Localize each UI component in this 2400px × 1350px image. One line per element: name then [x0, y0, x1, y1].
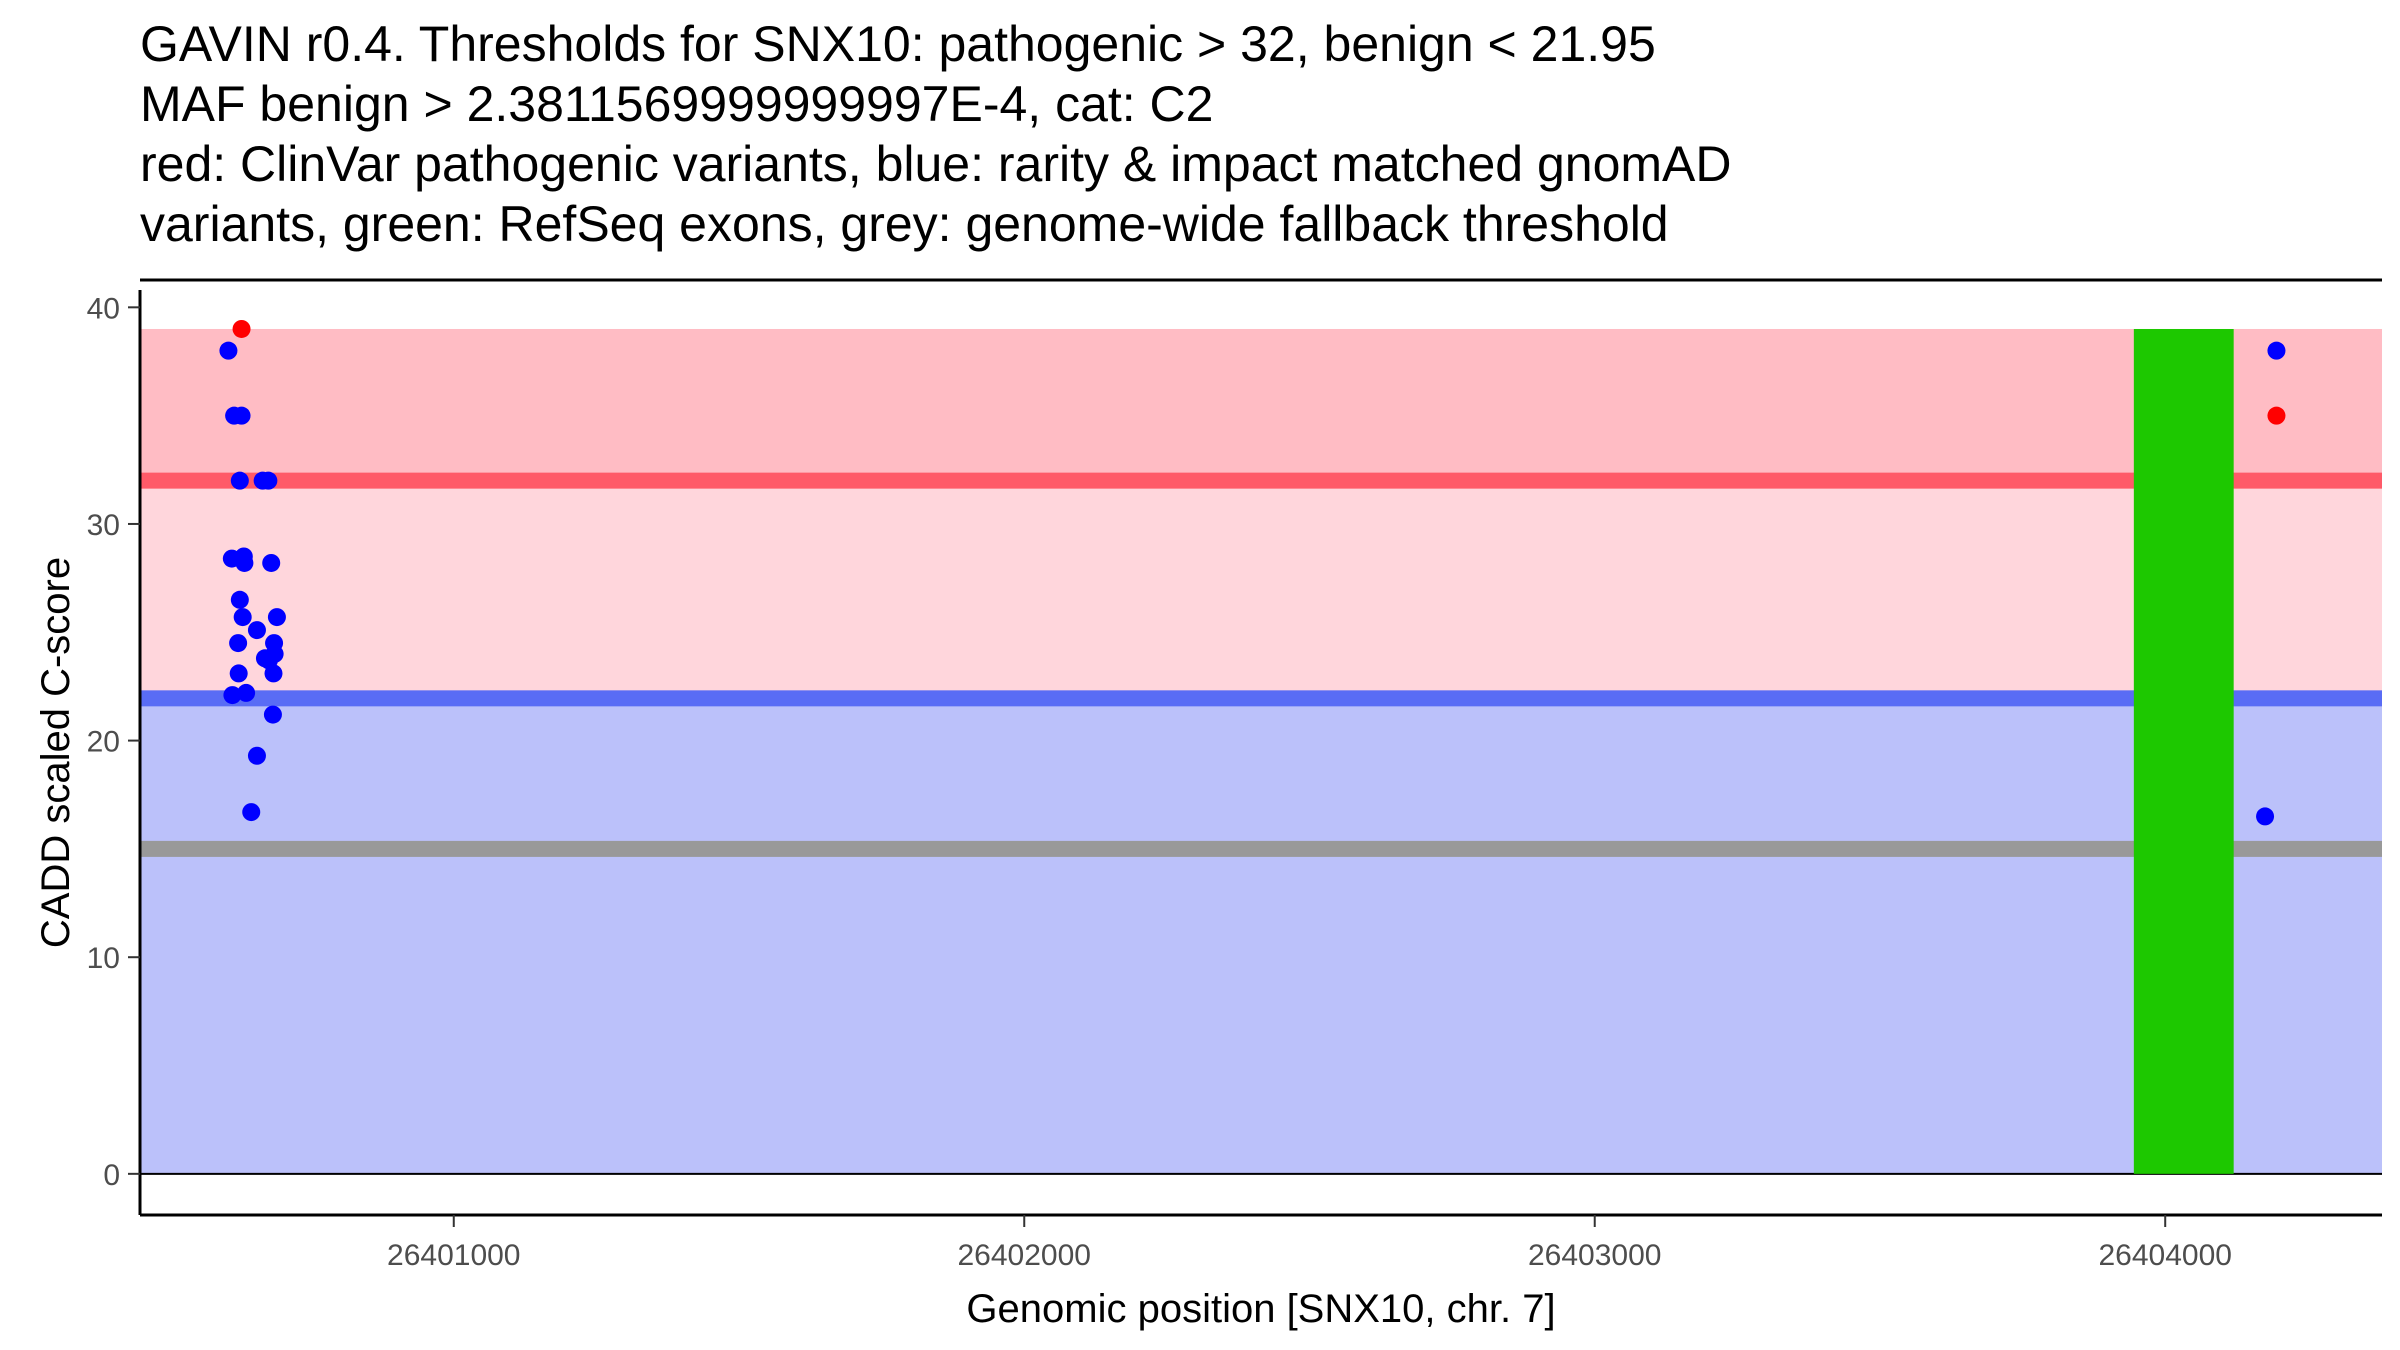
title-line-2: MAF benign > 2.3811569999999997E-4, cat:… [140, 76, 1214, 132]
exon-bars [2133, 328, 2234, 1174]
clinvar-point [232, 319, 251, 338]
x-axis-label: Genomic position [SNX10, chr. 7] [966, 1287, 1555, 1331]
title-line-3: red: ClinVar pathogenic variants, blue: … [140, 136, 1732, 192]
y-tick-label: 0 [103, 1159, 120, 1192]
gnomad-point [2267, 341, 2286, 360]
gnomad-point [247, 621, 266, 640]
gnomad-point [267, 608, 286, 627]
title-line-1: GAVIN r0.4. Thresholds for SNX10: pathog… [140, 16, 1656, 72]
y-tick-label: 10 [87, 942, 120, 975]
gnomad-point [229, 664, 248, 683]
gnomad-point [232, 406, 251, 425]
gnomad-point [259, 471, 278, 490]
gnomad-point [230, 471, 249, 490]
gnomad-point [242, 803, 261, 822]
exon-bar [2133, 328, 2234, 1174]
gnomad-point [263, 705, 282, 724]
x-tick-label: 26404000 [2098, 1239, 2231, 1272]
gnomad-point [219, 341, 238, 360]
clinvar-point [2267, 406, 2286, 425]
gnomad-point [223, 686, 242, 705]
gnomad-point [230, 590, 249, 609]
gnomad-point [229, 634, 248, 653]
benign-threshold-line [140, 690, 2382, 707]
gnomad-point [237, 683, 256, 702]
chart-title: GAVIN r0.4. Thresholds for SNX10: pathog… [140, 14, 2380, 254]
x-tick-label: 26403000 [1528, 1239, 1661, 1272]
threshold-regions [140, 328, 2382, 1174]
pathogenic-threshold-line [140, 472, 2382, 489]
gnomad-point [264, 664, 283, 683]
variant-points [219, 319, 2286, 826]
gnomad-point [247, 746, 266, 765]
pathogenic-top-region [140, 328, 2382, 481]
y-tick-label: 20 [87, 726, 120, 759]
axes: 0 10 20 30 40 26401000 26402000 26403000 2640400… [87, 278, 2382, 1272]
threshold-lines [140, 472, 2382, 1175]
x-tick-label: 26402000 [958, 1239, 1091, 1272]
y-tick-label: 40 [87, 292, 120, 325]
gnomad-point [262, 553, 281, 572]
x-tick-label: 26401000 [387, 1239, 520, 1272]
benign-region [140, 698, 2382, 1174]
title-line-4: variants, green: RefSeq exons, grey: gen… [140, 196, 1669, 252]
y-axis-label: CADD scaled C-score [34, 557, 78, 948]
gnomad-point [235, 553, 254, 572]
fallback-threshold-line [140, 840, 2382, 857]
gnomad-point [2256, 807, 2275, 826]
y-tick-label: 30 [87, 509, 120, 542]
pathogenic-region [140, 480, 2382, 699]
gnomad-point [233, 608, 252, 627]
